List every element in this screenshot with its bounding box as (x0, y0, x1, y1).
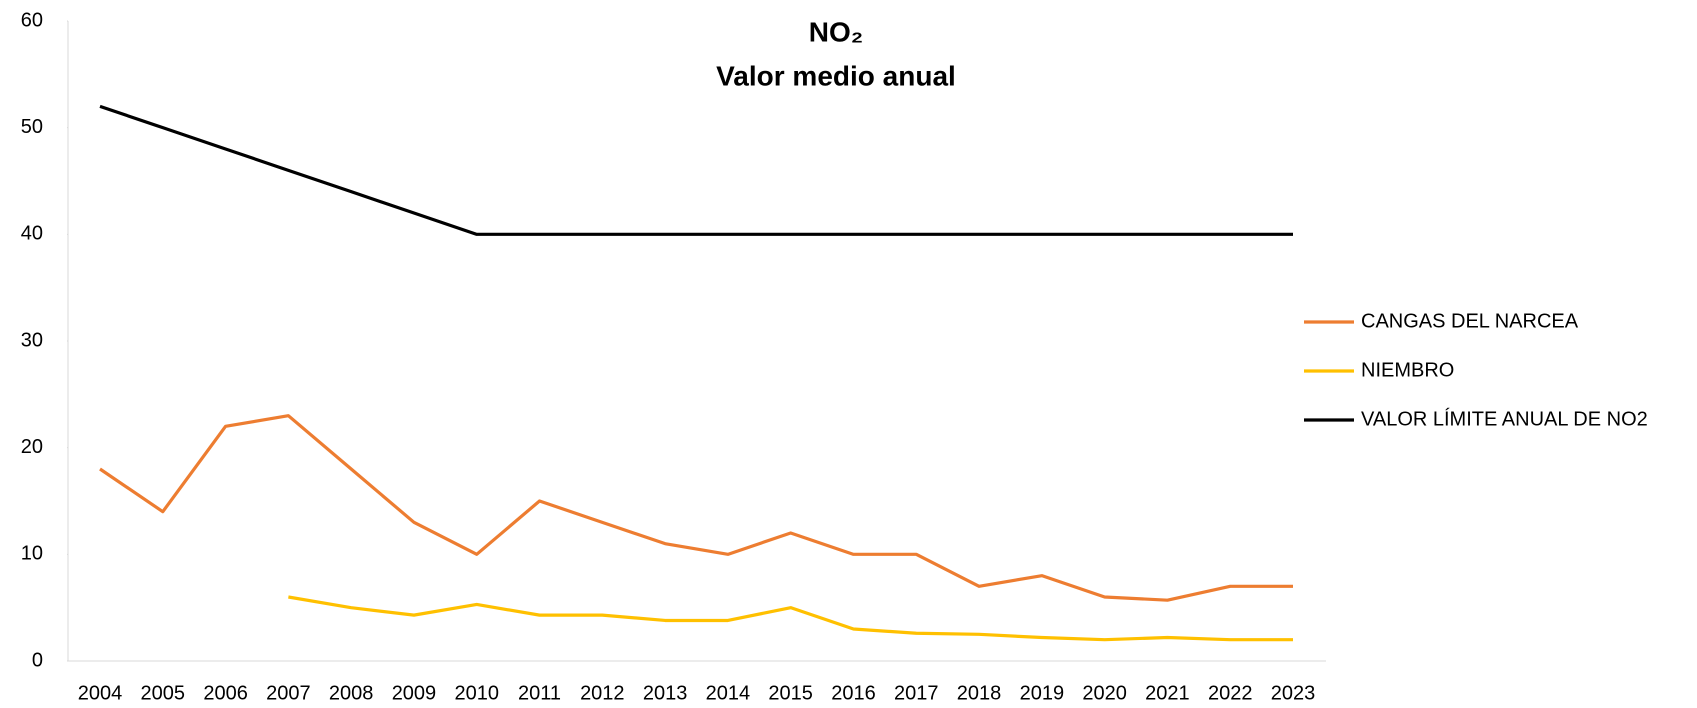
x-tick-label: 2012 (580, 682, 625, 704)
x-tick-label: 2021 (1145, 682, 1190, 704)
x-tick-label: 2023 (1271, 682, 1316, 704)
x-tick-label: 2009 (392, 682, 437, 704)
x-tick-label: 2019 (1020, 682, 1065, 704)
x-tick-label: 2011 (518, 682, 561, 704)
line-series (99, 414, 1293, 602)
y-tick-label: 20 (21, 436, 43, 458)
y-tick-label: 40 (21, 223, 43, 245)
x-tick-label: 2004 (78, 682, 123, 704)
x-tick-label: 2008 (329, 682, 374, 704)
line-series (99, 104, 1293, 236)
x-tick-label: 2017 (894, 682, 939, 704)
x-tick-label: 2010 (454, 682, 499, 704)
x-tick-label: 2016 (831, 682, 876, 704)
x-tick-label: 2022 (1208, 682, 1253, 704)
y-tick-label: 60 (21, 9, 43, 31)
y-tick-label: 30 (21, 329, 43, 351)
line-series (288, 595, 1293, 642)
legend-label: NIEMBRO (1361, 359, 1454, 381)
x-tick-label: 2014 (706, 682, 751, 704)
x-tick-label: 2018 (957, 682, 1002, 704)
y-tick-label: 50 (21, 116, 43, 138)
x-tick-label: 2015 (768, 682, 813, 704)
chart-subtitle: Valor medio anual (716, 60, 956, 91)
legend-label: CANGAS DEL NARCEA (1361, 310, 1579, 332)
legend-label: VALOR LÍMITE ANUAL DE NO2 (1361, 407, 1648, 430)
y-tick-label: 10 (21, 543, 43, 565)
x-tick-label: 2005 (141, 682, 186, 704)
x-tick-label: 2013 (643, 682, 688, 704)
x-tick-label: 2007 (266, 682, 311, 704)
x-tick-label: 2020 (1082, 682, 1127, 704)
y-tick-label: 0 (32, 649, 43, 671)
x-tick-label: 2006 (203, 682, 248, 704)
chart-title: NO₂ (809, 16, 863, 47)
